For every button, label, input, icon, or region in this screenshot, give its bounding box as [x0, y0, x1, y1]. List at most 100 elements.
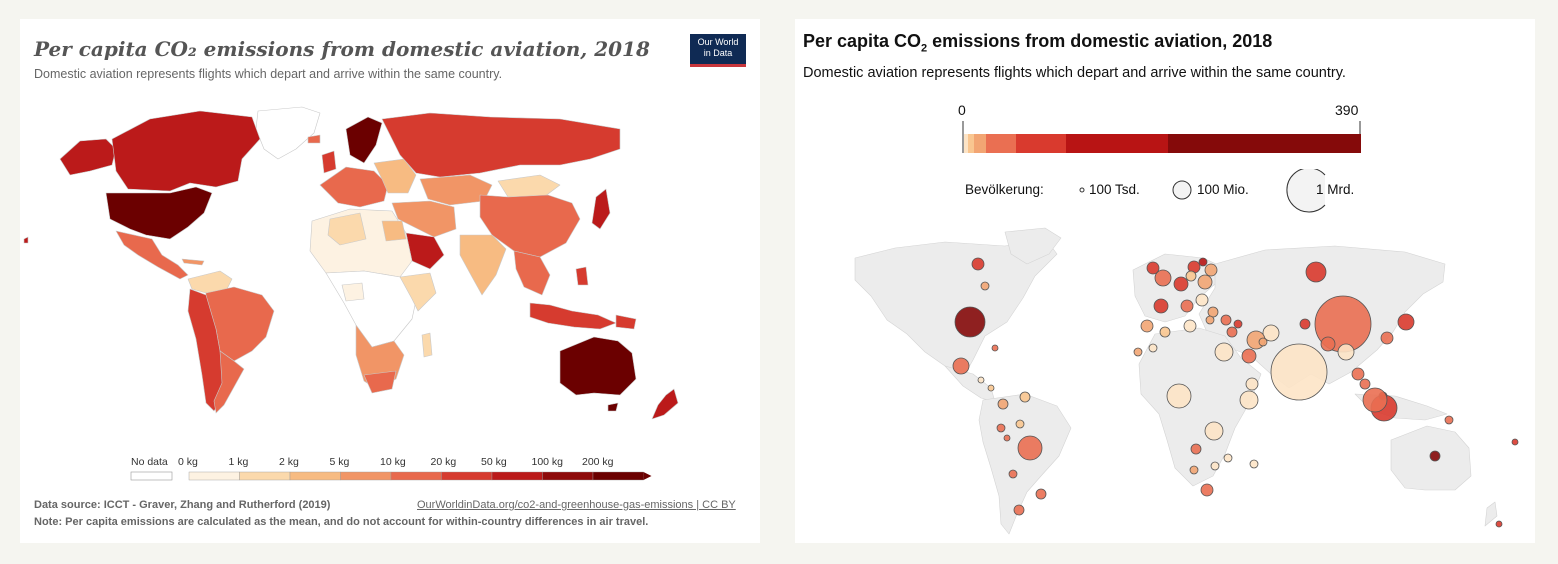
bubble-libya[interactable]	[1159, 326, 1171, 338]
legend-label-6: 50 kg	[481, 456, 507, 468]
region-europe-west	[319, 166, 389, 208]
bubble-iran[interactable]	[1262, 324, 1280, 342]
region-saudi-arabia	[405, 232, 445, 270]
region-scandinavia	[345, 116, 383, 164]
bubble-fiji[interactable]	[1511, 438, 1519, 446]
region-se-asia	[513, 250, 551, 296]
bubble-vietnam[interactable]	[1359, 378, 1371, 390]
bubble-greece[interactable]	[1207, 306, 1219, 318]
region-indonesia	[529, 302, 617, 330]
bubble-egypt[interactable]	[1214, 342, 1234, 362]
bubble-algeria[interactable]	[1140, 319, 1154, 333]
bubble-world-map[interactable]	[795, 224, 1535, 544]
bubble-brazil[interactable]	[1017, 435, 1043, 461]
region-png	[615, 314, 637, 330]
choropleth-world-map[interactable]	[20, 89, 760, 509]
region-china	[479, 194, 581, 258]
bubble-iraq[interactable]	[1241, 348, 1257, 364]
region-uk	[321, 150, 337, 174]
footnote: Note: Per capita emissions are calculate…	[34, 516, 649, 528]
bubble-denmark[interactable]	[1185, 270, 1197, 282]
bubble-india[interactable]	[1270, 343, 1328, 401]
bubble-russia[interactable]	[1305, 261, 1327, 283]
legend-swatch-4	[390, 471, 442, 481]
bubble-germany[interactable]	[1173, 276, 1189, 292]
legend-swatch-7	[542, 471, 594, 481]
size-100k-label: 100 Tsd.	[1089, 182, 1140, 197]
bubble-usa[interactable]	[954, 306, 986, 338]
bubble-uruguay[interactable]	[1035, 488, 1047, 500]
bubble-south-africa[interactable]	[1200, 483, 1214, 497]
bubble-romania[interactable]	[1195, 293, 1209, 307]
bubble-ecuador[interactable]	[1015, 419, 1025, 429]
bubble-saudi[interactable]	[1226, 326, 1238, 338]
bubble-zimbabwe[interactable]	[1210, 461, 1220, 471]
legend-no-data-swatch	[130, 471, 173, 481]
legend-swatch-5	[441, 471, 493, 481]
bubble-thailand[interactable]	[1351, 367, 1365, 381]
bubble-argentina[interactable]	[1013, 504, 1025, 516]
bubble-guatemala[interactable]	[987, 384, 995, 392]
legend-swatch-6	[491, 471, 543, 481]
scale-max-label: 390	[1335, 102, 1359, 118]
bubble-uk[interactable]	[1154, 269, 1172, 287]
bubble-png[interactable]	[1444, 415, 1454, 425]
region-usa	[105, 186, 213, 240]
bubble-canada[interactable]	[971, 257, 985, 271]
bubble-senegal[interactable]	[1133, 347, 1143, 357]
bubble-mozambique[interactable]	[1223, 453, 1233, 463]
bubble-syria[interactable]	[1220, 314, 1232, 326]
bubble-cuba[interactable]	[977, 376, 985, 384]
legend-label-5: 20 kg	[430, 456, 457, 468]
logo-line1: Our World	[697, 37, 739, 47]
bubble-angola[interactable]	[1190, 443, 1202, 455]
bubble-mexico[interactable]	[952, 357, 970, 375]
bubble-venezuela[interactable]	[1019, 391, 1031, 403]
bubble-madagascar[interactable]	[1249, 459, 1259, 469]
region-hawaii	[23, 236, 29, 244]
bubble-malaysia[interactable]	[1362, 387, 1388, 413]
bubble-japan[interactable]	[1397, 313, 1415, 331]
region-iceland	[307, 134, 321, 144]
legend-label-3: 5 kg	[329, 456, 350, 468]
bubble-italy[interactable]	[1180, 299, 1194, 313]
bubble-new-zealand[interactable]	[1495, 520, 1503, 528]
bubble-dominican[interactable]	[991, 344, 999, 352]
bubble-israel[interactable]	[1233, 319, 1243, 329]
owid-logo[interactable]: Our World in Data	[690, 34, 746, 67]
bubble-morocco[interactable]	[1183, 319, 1197, 333]
bubble-spain[interactable]	[1153, 298, 1169, 314]
region-mongolia	[497, 174, 561, 198]
bubble-ireland[interactable]	[1146, 261, 1160, 275]
bubble-sweden[interactable]	[1204, 263, 1218, 277]
bubble-korea[interactable]	[1380, 331, 1394, 345]
region-australia	[559, 336, 637, 396]
bubble-australia[interactable]	[1429, 450, 1441, 462]
bubble-pakistan[interactable]	[1320, 336, 1336, 352]
bubble-poland[interactable]	[1197, 274, 1213, 290]
legend-label-1: 1 kg	[228, 456, 249, 468]
bubble-namibia[interactable]	[1189, 465, 1199, 475]
bubble-kazakhstan[interactable]	[1299, 318, 1311, 330]
bubble-congo[interactable]	[1204, 421, 1224, 441]
bubble-newfoundland[interactable]	[980, 281, 990, 291]
legend-swatch-0	[188, 471, 240, 481]
bubble-peru[interactable]	[996, 423, 1006, 433]
bubble-afghanistan[interactable]	[1258, 337, 1268, 347]
bubble-sudan[interactable]	[1245, 377, 1259, 391]
bubble-mali[interactable]	[1148, 343, 1158, 353]
bubble-finland[interactable]	[1198, 257, 1208, 267]
source-link[interactable]: OurWorldinData.org/co2-and-greenhouse-ga…	[417, 499, 736, 511]
bubble-nigeria[interactable]	[1166, 383, 1192, 409]
bubble-chile[interactable]	[1008, 469, 1018, 479]
bubble-tunisia[interactable]	[1205, 315, 1215, 325]
legend-swatch-2	[289, 471, 341, 481]
bubble-colombia[interactable]	[997, 398, 1009, 410]
region-mexico	[115, 230, 189, 280]
legend-label-7: 100 kg	[531, 456, 564, 468]
bubble-ethiopia[interactable]	[1239, 390, 1259, 410]
bg-greenland	[1004, 227, 1062, 265]
bubble-bangladesh[interactable]	[1337, 343, 1355, 361]
bubble-bolivia[interactable]	[1003, 434, 1011, 442]
scale-segment-3	[986, 134, 1016, 153]
